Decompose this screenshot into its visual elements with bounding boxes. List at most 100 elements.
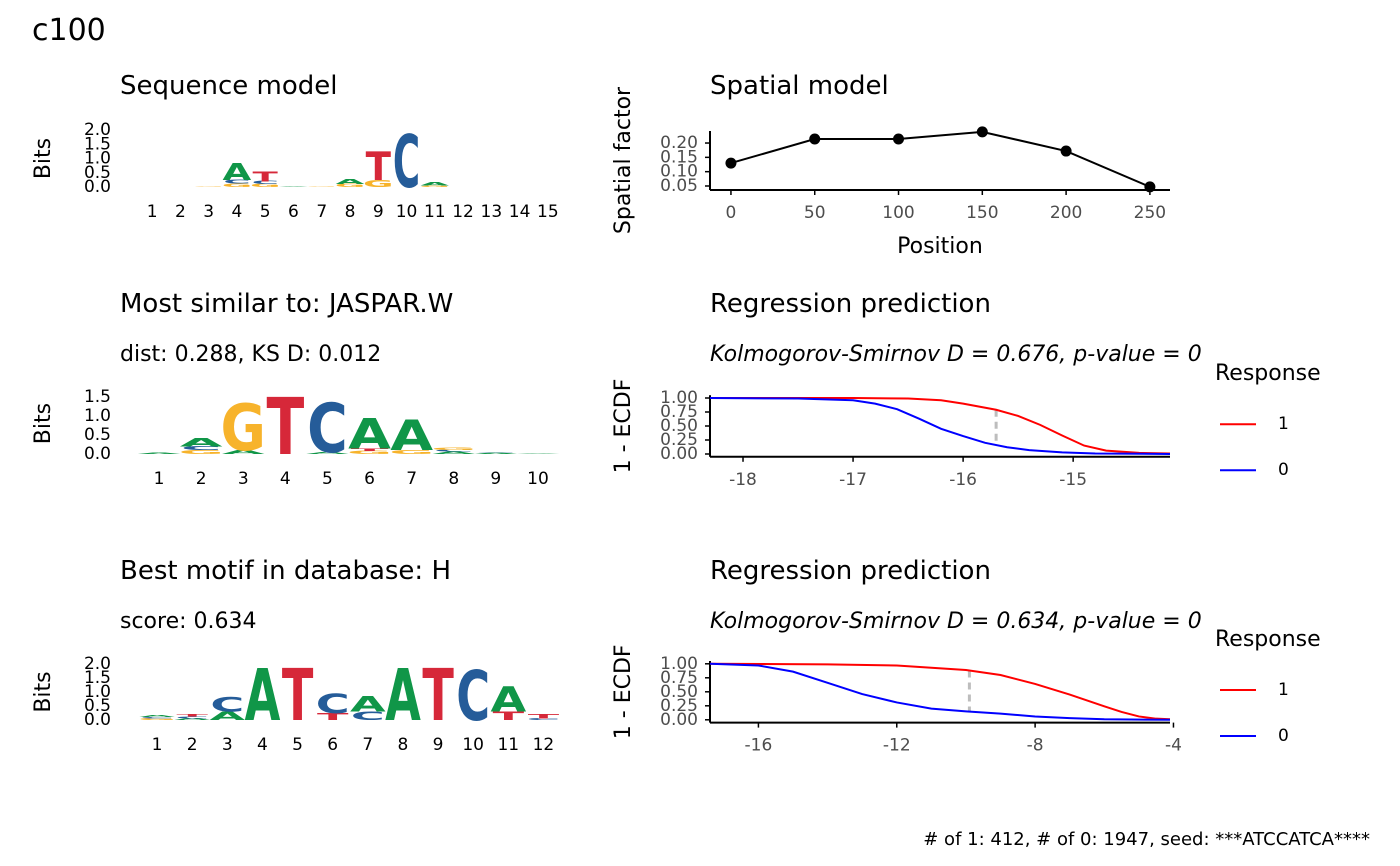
- logo-letter: C: [307, 390, 348, 469]
- legend-label: 0: [1278, 726, 1289, 746]
- y-tick-label: 0.0: [84, 710, 111, 730]
- legend-title: Response: [1215, 627, 1321, 652]
- caption: # of 1: 412, # of 0: 1947, seed: ***ATCC…: [923, 829, 1370, 850]
- logo-letter: C: [351, 709, 385, 722]
- logo-letter: A: [385, 655, 421, 738]
- logo-letter: A: [474, 453, 518, 455]
- logo-letter: T: [422, 655, 454, 738]
- x-tick-label: 9: [490, 469, 501, 489]
- logo-letter: C: [223, 179, 250, 185]
- legend-label: 0: [1278, 460, 1289, 480]
- logo-letter: A: [348, 410, 391, 458]
- logo-letter: A: [245, 655, 281, 738]
- y-tick-label: 0.75: [660, 668, 698, 688]
- logo-letter: A: [139, 715, 176, 718]
- point: [1060, 145, 1072, 157]
- point: [893, 133, 905, 145]
- x-tick-label: -4: [1165, 736, 1182, 756]
- y-tick-label: 0.25: [660, 696, 698, 716]
- y-axis-label: Bits: [31, 671, 56, 712]
- x-tick-label: 7: [362, 735, 373, 755]
- y-tick-label: 0.5: [84, 696, 111, 716]
- x-tick-label: 1: [154, 469, 165, 489]
- logo-letter: T: [366, 144, 391, 189]
- x-tick-label: 250: [1134, 203, 1166, 223]
- panel-subtitle: dist: 0.288, KS D: 0.012: [120, 342, 381, 367]
- x-tick-label: 5: [322, 469, 333, 489]
- x-tick-label: -8: [1027, 736, 1044, 756]
- legend-label: 1: [1278, 414, 1289, 434]
- x-tick-label: 5: [292, 735, 303, 755]
- legend-label: 1: [1278, 680, 1289, 700]
- y-tick-label: 0.25: [660, 430, 698, 450]
- point: [809, 133, 821, 145]
- ecdf-line: [710, 397, 1171, 455]
- logo-letter: A: [336, 178, 365, 186]
- x-tick-label: 10: [396, 202, 418, 222]
- logo-letter: A: [350, 693, 386, 717]
- x-tick-label: 1: [147, 202, 158, 222]
- y-tick-label: 0.5: [84, 163, 111, 183]
- y-tick-label: 1.00: [660, 654, 698, 674]
- logo-letter: G: [389, 449, 434, 455]
- x-tick-label: 7: [316, 202, 327, 222]
- panel-title: Regression prediction: [710, 556, 991, 586]
- logo-letter: T: [176, 713, 208, 717]
- x-tick-label: 2: [175, 202, 186, 222]
- logo-letter: G: [193, 186, 223, 187]
- logo-letter: C: [526, 718, 560, 721]
- x-tick-label: 6: [288, 202, 299, 222]
- point: [725, 157, 737, 169]
- y-axis-label: Bits: [31, 138, 56, 179]
- logo-letter: G: [306, 186, 336, 187]
- y-tick-label: 0.00: [660, 444, 698, 464]
- x-tick-label: 11: [424, 202, 446, 222]
- y-tick-label: 1.0: [84, 682, 111, 702]
- y-tick-label: 2.0: [84, 654, 111, 674]
- logo-letter: C: [181, 446, 222, 452]
- x-tick-label: 3: [203, 202, 214, 222]
- x-tick-label: 2: [187, 735, 198, 755]
- logo-letter: T: [253, 169, 278, 185]
- logo-letter: G: [335, 183, 366, 188]
- panel-subtitle: Kolmogorov-Smirnov D = 0.634, p-value = …: [710, 609, 1202, 634]
- y-axis-label: 1 - ECDF: [611, 644, 636, 739]
- logo-letter: C: [433, 449, 474, 452]
- x-tick-label: 12: [533, 735, 555, 755]
- logo-letter: A: [490, 679, 526, 720]
- x-tick-label: 7: [406, 469, 417, 489]
- logo-letter: A: [306, 452, 350, 455]
- x-tick-label: -12: [883, 736, 911, 756]
- y-tick-label: 0.15: [660, 147, 698, 167]
- x-tick-label: 8: [448, 469, 459, 489]
- x-tick-label: 1: [152, 735, 163, 755]
- y-tick-label: 0.10: [660, 162, 698, 182]
- y-tick-label: 1.5: [84, 134, 111, 154]
- y-tick-label: 1.0: [84, 149, 111, 169]
- logo-letter: C: [175, 716, 209, 719]
- y-tick-label: 1.00: [660, 388, 698, 408]
- panel-subtitle: Kolmogorov-Smirnov D = 0.676, p-value = …: [710, 342, 1202, 367]
- x-tick-label: -18: [729, 470, 757, 490]
- x-tick-label: 3: [222, 735, 233, 755]
- logo-letter: C: [140, 717, 174, 719]
- logo-letter: G: [431, 447, 476, 451]
- ecdf-line: [709, 397, 1171, 455]
- x-tick-label: 4: [280, 469, 291, 489]
- x-tick-label: -17: [839, 470, 867, 490]
- logo-letter: G: [138, 718, 176, 721]
- y-tick-label: 0.0: [84, 444, 111, 464]
- legend-title: Response: [1215, 361, 1321, 386]
- x-tick-label: 50: [804, 203, 826, 223]
- x-tick-label: 14: [509, 202, 531, 222]
- logo-letter: T: [351, 448, 389, 452]
- x-tick-label: 10: [527, 469, 549, 489]
- panel-title: Regression prediction: [710, 289, 991, 319]
- logo-letter: T: [317, 711, 349, 722]
- y-axis-label: 1 - ECDF: [611, 379, 636, 474]
- logo-letter: T: [528, 713, 560, 720]
- x-tick-label: 9: [433, 735, 444, 755]
- line: [730, 130, 1151, 188]
- y-axis-label: Bits: [31, 403, 56, 444]
